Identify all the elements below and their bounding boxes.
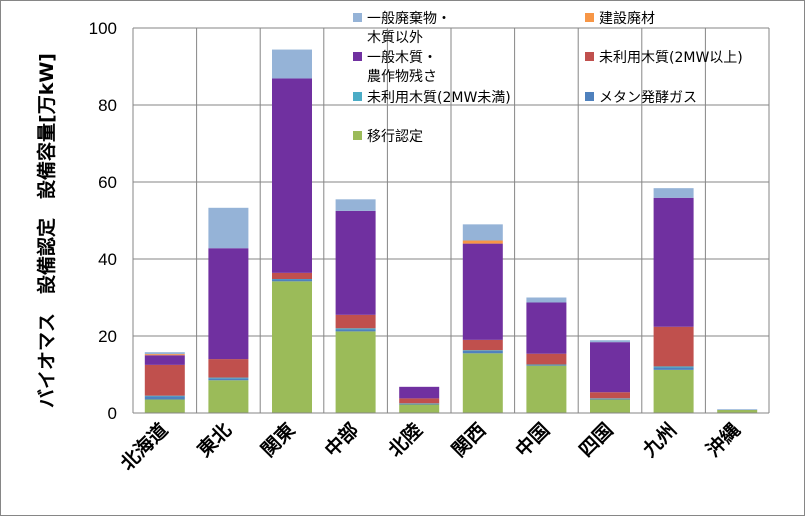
legend-swatch [585,92,594,101]
legend-label: 未利用木質(2MW未満) [367,90,511,106]
bar-segment [144,396,185,400]
bar-segment [462,243,503,340]
legend-label: 一般木質・ [367,50,437,66]
bar-segment [717,409,758,411]
bar-segment [272,279,312,282]
x-tick-label: 中国 [511,418,554,461]
bar-segment [653,197,694,327]
legend-label: 未利用木質(2MW以上) [599,50,743,66]
x-tick-label: 東北 [193,418,236,461]
bar-segment [653,326,694,367]
bar-segment [335,328,376,330]
legend-swatch [353,13,362,22]
x-tick-label: 関西 [448,419,490,461]
y-tick-label: 60 [98,173,117,192]
bar-segment [272,78,312,273]
legend-swatch [585,52,594,61]
bar-segment [208,380,249,413]
y-tick-label: 40 [98,250,117,269]
legend-swatch [585,13,594,22]
bar-segment [526,302,567,354]
x-tick-label: 北海道 [116,418,173,475]
legend-swatch [353,52,362,61]
bar-segment [208,359,249,378]
legend-swatch [353,131,362,140]
bar-segment [399,403,440,404]
y-tick-label: 100 [89,19,117,38]
legend-label: 一般廃棄物・ [367,10,451,27]
x-tick-label: 北陸 [384,418,427,461]
grid-layer [132,27,770,413]
bar-segment [462,240,503,244]
bar-segment [208,378,249,381]
bar-segment [526,365,567,413]
bar-segment [526,297,567,303]
bar-segment [590,399,630,413]
bar-segment [653,366,694,368]
bar-segment [590,398,630,399]
bar-segment [144,354,185,356]
bar-segment [653,188,694,198]
bar-segment [526,364,567,365]
bar-segment [144,399,185,413]
legend-label: 建設廃材 [599,10,655,27]
bar-segment [526,353,567,365]
bar-segment [590,398,630,400]
bar-segment [653,369,694,413]
bar-segment [717,409,758,413]
bar-segment [272,49,312,79]
bar-segment [462,351,503,354]
x-tick-label: 九州 [638,419,681,462]
x-tick-label: 沖縄 [702,418,745,461]
bar-segment [399,398,440,404]
legend-label: 農作物残さ [367,69,437,85]
legend-label: 木質以外 [367,30,423,46]
x-tick-label: 四国 [575,419,617,461]
bar-segment [590,340,630,343]
bar-segment [399,403,440,405]
bar-segment [144,355,185,365]
bars-layer [144,49,758,413]
bar-segment [526,364,567,366]
bar-segment [335,331,376,413]
y-axis-title: バイオマス 設備認定 設備容量[万kW] [35,53,58,408]
legend-label: メタン発酵ガス [599,90,697,106]
legend-label: 移行認定 [367,129,423,145]
bar-segment [399,386,440,399]
bar-segment [590,392,630,399]
bar-segment [462,339,503,351]
y-tick-label: 0 [108,404,117,423]
bar-segment [144,395,185,397]
y-tick-label: 20 [98,327,117,346]
bar-segment [272,281,312,413]
bar-segment [208,207,249,249]
bar-segment [335,329,376,332]
x-tick-label: 中部 [320,418,363,461]
bar-segment [590,342,630,393]
bar-segment [144,352,185,355]
bar-segment [653,367,694,370]
bar-segment [208,248,249,360]
bar-segment [335,314,376,329]
bar-segment [208,377,249,379]
bar-segment [272,279,312,280]
legend-swatch [353,92,362,101]
bar-segment [462,224,503,241]
bar-segment [272,272,312,280]
bar-segment [335,199,376,211]
y-tick-label: 80 [98,96,117,115]
bar-segment [399,404,440,413]
x-tick-label: 関東 [256,418,299,461]
bar-segment [335,210,376,315]
bar-segment [462,353,503,413]
bar-segment [462,350,503,352]
bar-segment [144,364,185,396]
